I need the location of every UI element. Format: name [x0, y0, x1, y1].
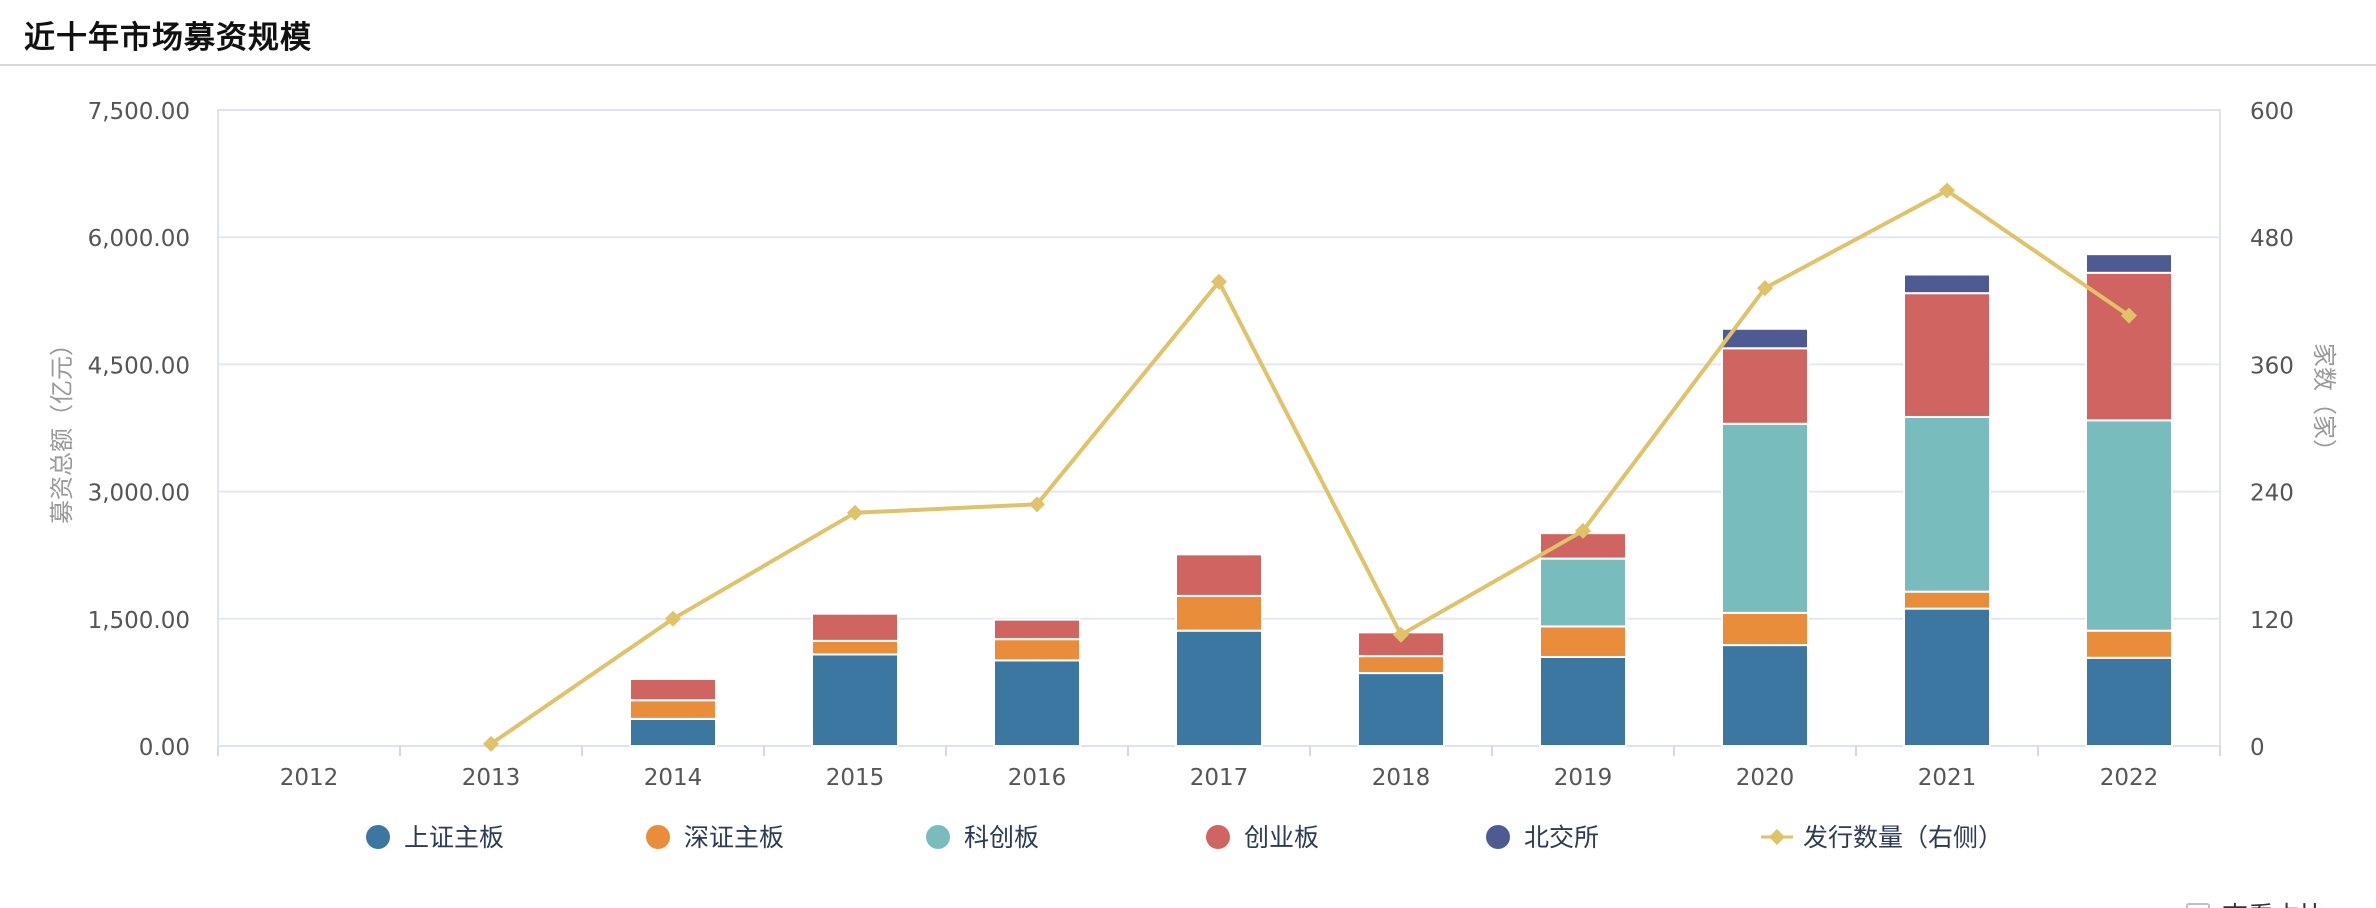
y-tick-label: 0.00: [139, 735, 190, 761]
x-tick-label: 2021: [1918, 765, 1977, 791]
bar-segment[interactable]: [811, 639, 899, 656]
issue-count-point[interactable]: [665, 610, 681, 627]
y-tick-label: 1,500.00: [88, 608, 190, 634]
bar-segment[interactable]: [629, 678, 717, 702]
y-tick-label: 7,500.00: [88, 99, 190, 125]
legend-label: 创业板: [1244, 823, 1319, 852]
y2-tick-label: 0: [2250, 735, 2265, 761]
y2-tick-label: 480: [2250, 226, 2294, 252]
bar-segment[interactable]: [1903, 273, 1991, 295]
x-tick-label: 2019: [1554, 765, 1613, 791]
bar-segment[interactable]: [1175, 594, 1263, 632]
issue-count-point[interactable]: [1211, 273, 1227, 290]
bar-segment[interactable]: [1175, 629, 1263, 747]
legend-marker[interactable]: [926, 825, 950, 849]
bar-segment[interactable]: [2085, 656, 2173, 747]
x-tick-label: 2013: [462, 765, 521, 791]
y2-tick-label: 360: [2250, 353, 2294, 379]
ratio-toggle-label: 查看占比: [2222, 896, 2326, 908]
legend-label: 上证主板: [404, 823, 504, 852]
y-tick-label: 6,000.00: [88, 226, 190, 252]
bar-segment[interactable]: [1357, 655, 1445, 675]
legend-marker[interactable]: [1486, 825, 1510, 849]
bar-segment[interactable]: [993, 618, 1081, 641]
bar-segment[interactable]: [1903, 607, 1991, 748]
bar-segment[interactable]: [1903, 590, 1991, 610]
bar-segment[interactable]: [811, 612, 899, 642]
issue-count-point[interactable]: [1575, 522, 1591, 539]
legend-label: 深证主板: [684, 823, 784, 852]
issue-count-point[interactable]: [1757, 280, 1773, 297]
y2-tick-label: 600: [2250, 99, 2294, 125]
legend-marker[interactable]: [646, 825, 670, 849]
ratio-checkbox[interactable]: [2186, 902, 2210, 908]
issue-count-point[interactable]: [2121, 307, 2137, 324]
y-axis-title: 募资总额（亿元）: [48, 332, 76, 524]
issue-count-point[interactable]: [1029, 496, 1045, 513]
bar-segment[interactable]: [629, 699, 717, 720]
legend-diamond-icon: [1769, 829, 1785, 845]
bar-segment[interactable]: [2085, 253, 2173, 274]
bar-segment[interactable]: [1721, 327, 1809, 350]
bar-segment[interactable]: [1721, 347, 1809, 425]
x-tick-label: 2018: [1372, 765, 1431, 791]
y-tick-label: 3,000.00: [88, 481, 190, 507]
x-tick-label: 2015: [826, 765, 885, 791]
legend-marker[interactable]: [1206, 825, 1230, 849]
x-tick-label: 2016: [1008, 765, 1067, 791]
x-tick-label: 2012: [280, 765, 339, 791]
legend-label: 北交所: [1524, 823, 1599, 852]
legend-label: 科创板: [964, 823, 1039, 852]
issue-count-line: [489, 188, 2131, 746]
legend-label: 发行数量（右侧）: [1803, 823, 2003, 852]
bar-segment[interactable]: [1539, 557, 1627, 628]
x-tick-label: 2017: [1190, 765, 1249, 791]
issue-count-point[interactable]: [1393, 626, 1409, 643]
bar-segment[interactable]: [1175, 553, 1263, 597]
y-tick-label: 4,500.00: [88, 353, 190, 379]
bar-segment[interactable]: [1903, 415, 1991, 593]
bar-segment[interactable]: [993, 638, 1081, 662]
issue-count-point[interactable]: [1939, 182, 1955, 199]
bar-segment[interactable]: [1539, 625, 1627, 658]
issue-count-point[interactable]: [483, 735, 499, 752]
bar-segment[interactable]: [811, 653, 899, 748]
x-tick-label: 2022: [2100, 765, 2159, 791]
y2-tick-label: 240: [2250, 481, 2294, 507]
bar-segment[interactable]: [1903, 292, 1991, 418]
bar-segment[interactable]: [1721, 644, 1809, 748]
x-tick-label: 2014: [644, 765, 703, 791]
x-tick-label: 2020: [1736, 765, 1795, 791]
y2-tick-label: 120: [2250, 608, 2294, 634]
bar-segment[interactable]: [1721, 611, 1809, 647]
y2-axis-title: 家数（家）: [2310, 343, 2338, 463]
bar-segment[interactable]: [1721, 422, 1809, 614]
legend-marker[interactable]: [366, 825, 390, 849]
page-title: 近十年市场募资规模: [24, 20, 312, 56]
view-ratio-toggle[interactable]: 查看占比: [2186, 896, 2326, 908]
issue-count-point[interactable]: [847, 504, 863, 521]
bar-segment[interactable]: [1357, 672, 1445, 748]
bar-segment[interactable]: [2085, 419, 2173, 632]
header-bar: 近十年市场募资规模: [0, 0, 2376, 66]
bar-segment[interactable]: [1539, 655, 1627, 748]
bar-segment[interactable]: [993, 659, 1081, 747]
bar-segment[interactable]: [629, 717, 717, 748]
bar-segment[interactable]: [2085, 629, 2173, 659]
